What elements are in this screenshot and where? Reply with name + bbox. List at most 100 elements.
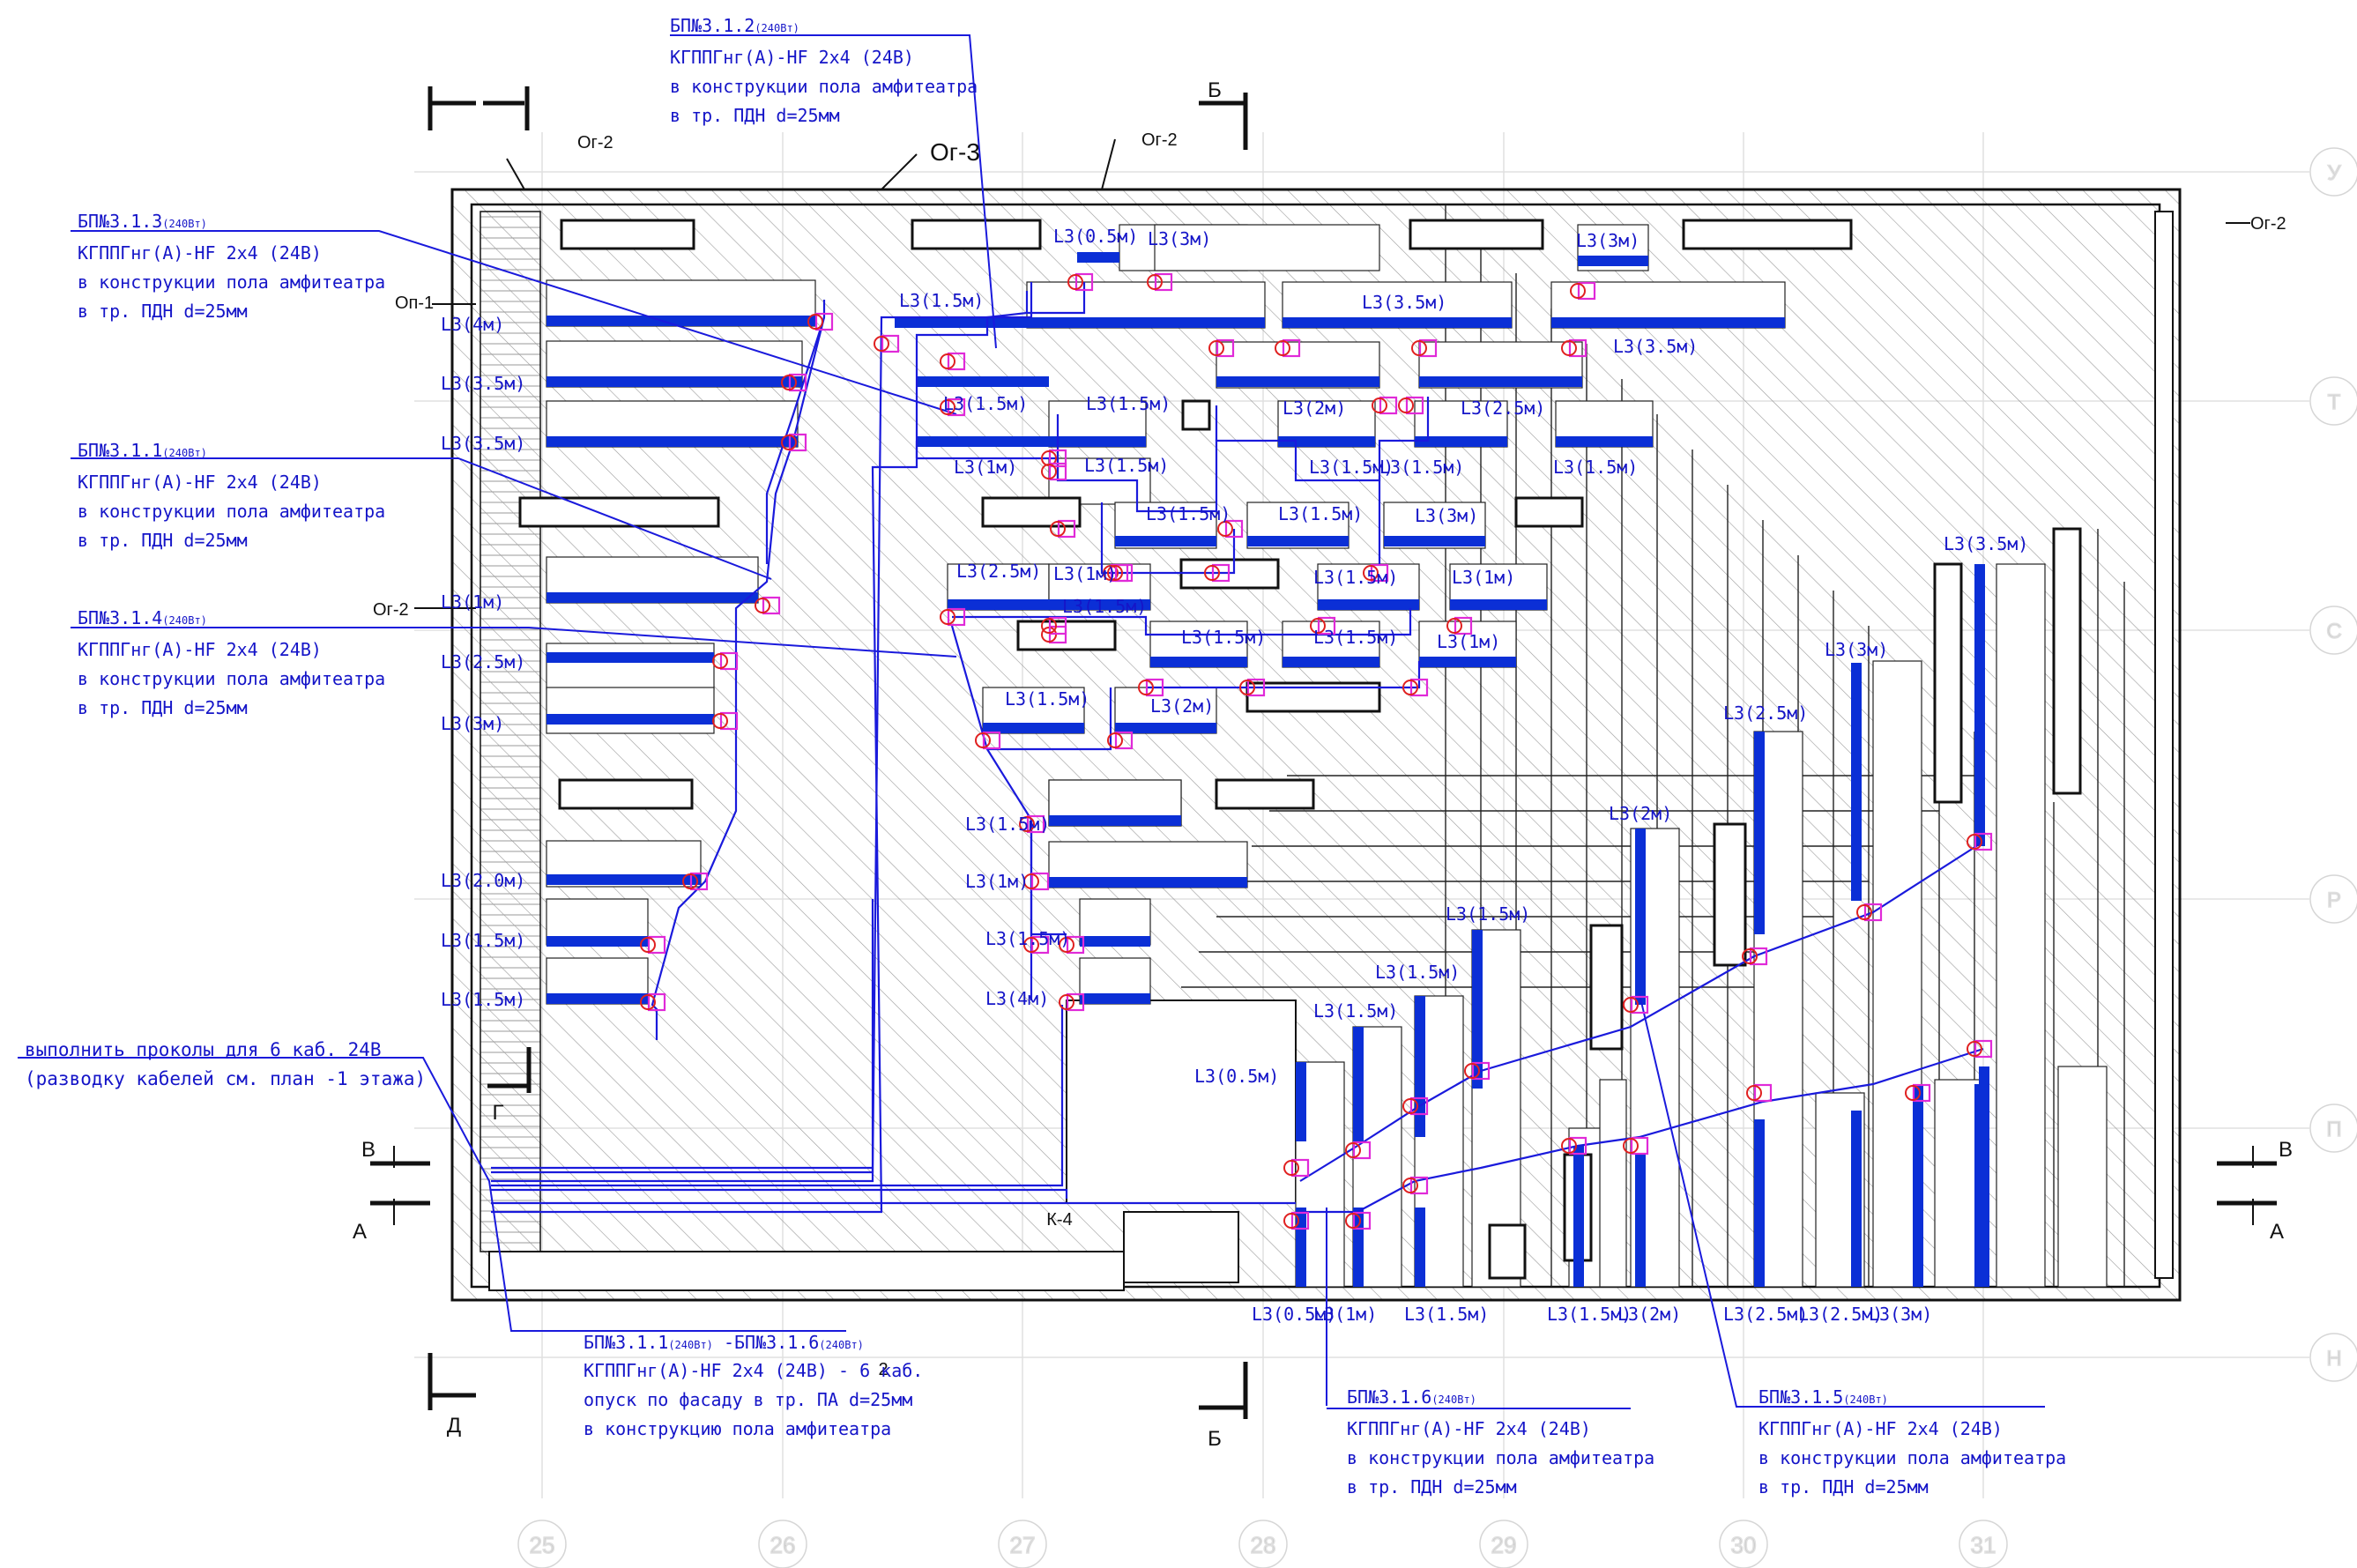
junction-box (1409, 1096, 1429, 1116)
junction-box (947, 352, 966, 371)
heater-length-label: L3(1м) (1437, 631, 1500, 652)
section-label: Б (1208, 1427, 1222, 1451)
heater-strip (1551, 317, 1785, 328)
grid-axis-bubble (1479, 1520, 1528, 1568)
connection-point (1067, 274, 1083, 290)
note-line: (разводку кабелей см. план -1 этажа) (25, 1068, 426, 1089)
connection-point (975, 732, 991, 748)
heater-length-label: L3(1.5м) (1313, 627, 1398, 648)
section-label: Г (493, 1101, 504, 1125)
heater-length-label: L3(1.5м) (1313, 1000, 1398, 1022)
connection-point (1372, 398, 1387, 413)
heater-strip (983, 723, 1084, 733)
junction-box (1405, 396, 1424, 415)
heater-strip (1419, 657, 1516, 667)
grid-axis-bubble (517, 1520, 567, 1568)
connection-point (1041, 618, 1057, 634)
heater-length-label: L3(1.5м) (943, 393, 1028, 414)
connection-point (712, 653, 728, 669)
grid-axis-bubble (1238, 1520, 1288, 1568)
heater-length-label: L3(1.5м) (1084, 455, 1169, 476)
heating-strips (546, 252, 1989, 1287)
heater-length-label: L3(3.5м) (1613, 336, 1698, 357)
junction-box (788, 433, 807, 452)
callout-main-line: КГППГнг(А)-HF 2х4 (24В) - 6 каб. (584, 1360, 923, 1381)
heater-strip (1851, 1111, 1862, 1287)
heater-strip (1384, 536, 1485, 546)
note-line: выполнить проколы для 6 каб. 24В (25, 1039, 382, 1060)
heater-length-label: L3(3м) (1869, 1304, 1932, 1325)
heater-strip (1077, 252, 1119, 263)
heater-strip (1450, 599, 1547, 610)
heater-length-label: L3(1.5м) (1553, 457, 1638, 478)
junction-box (1282, 338, 1301, 358)
junction-box (1577, 281, 1596, 301)
junction-box (814, 312, 834, 331)
connection-point (682, 873, 698, 889)
heater-strip (1913, 1084, 1923, 1287)
junction-box (1290, 1158, 1310, 1178)
connection-point (1402, 680, 1418, 695)
leader-lines (18, 34, 2045, 1409)
grid-axis-bubble (758, 1520, 807, 1568)
callout-313-line: в тр. ПДН d=25мм (78, 301, 248, 322)
connection-point (1208, 340, 1224, 356)
heater-length-label: L3(2.5м) (1723, 702, 1808, 724)
heater-strip (1974, 564, 1985, 846)
heater-strip (1216, 376, 1379, 387)
heater-length-label: L3(4м) (985, 988, 1049, 1009)
heater-strip (1419, 376, 1582, 387)
junction-box (762, 596, 781, 615)
heater-length-label: L3(2м) (1283, 398, 1346, 419)
connection-point (1905, 1085, 1921, 1101)
connection-point (1107, 732, 1123, 748)
junction-box (1352, 1141, 1372, 1160)
frame-label: Ог-2 (2250, 214, 2286, 234)
heater-strip (917, 436, 1049, 447)
callout-314-line: в тр. ПДН d=25мм (78, 697, 248, 718)
junction-box (1379, 396, 1398, 415)
connection-point (1570, 283, 1586, 299)
callout-313-line: КГППГнг(А)-HF 2х4 (24В) (78, 242, 322, 264)
heater-strip (546, 652, 714, 663)
callout-312-line: в конструкции пола амфитеатра (670, 76, 978, 97)
heater-length-label: L3(1.5м) (1309, 457, 1394, 478)
callout-313-title: БП№3.1.3(240Вт) (78, 211, 207, 232)
heater-strip (1115, 536, 1216, 546)
section-label: В (361, 1138, 375, 1162)
junction-box (1114, 731, 1134, 750)
heater-strip (1635, 829, 1646, 1005)
grid-axis-label: П (2326, 1118, 2341, 1141)
callout-313-line: в конструкции пола амфитеатра (78, 271, 385, 293)
heater-strip (546, 436, 798, 447)
heater-length-label: L3(1.5м) (965, 814, 1050, 835)
callout-312-title: БП№3.1.2(240Вт) (670, 15, 799, 36)
connection-point (1107, 565, 1123, 581)
heater-strip (1296, 1208, 1306, 1287)
connection-point (1059, 994, 1074, 1010)
junction-box (1630, 1136, 1649, 1156)
junction-box (1114, 563, 1134, 583)
junction-box (1630, 995, 1649, 1014)
connection-point (1345, 1213, 1361, 1229)
grid-axis-bubble (1719, 1520, 1768, 1568)
heater-strip (1979, 1066, 1989, 1287)
heater-length-label: L3(2.5м) (441, 651, 525, 673)
heater-length-label: L3(3.5м) (1944, 533, 2028, 554)
grid-axis-label: 31 (1971, 1532, 1996, 1558)
heater-strip (546, 714, 714, 725)
connection-point (940, 399, 955, 415)
connection-point (1561, 340, 1577, 356)
junction-box (1454, 616, 1473, 635)
heater-strip (1150, 657, 1247, 667)
frame-label: Ог-3 (930, 138, 980, 166)
connection-point (807, 314, 823, 330)
heater-strip (1049, 599, 1150, 610)
heater-length-label: L3(1м) (1313, 1304, 1377, 1325)
junction-box (788, 373, 807, 392)
heater-strip (1573, 1146, 1584, 1287)
callout-311-line: в конструкции пола амфитеатра (78, 501, 385, 522)
callout-main-line: опуск по фасаду в тр. ПА d=25мм (584, 1389, 912, 1410)
connection-point (1275, 340, 1290, 356)
